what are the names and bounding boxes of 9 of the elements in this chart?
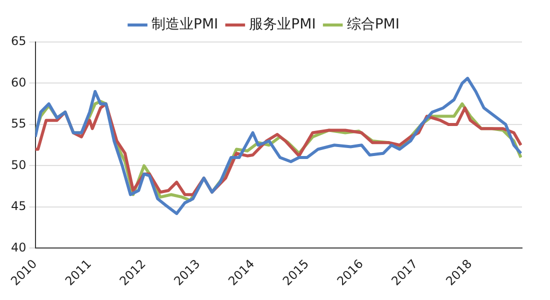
- legend-label: 服务业PMI: [249, 16, 316, 33]
- legend-label: 制造业PMI: [152, 16, 218, 33]
- y-tick-label: 65: [10, 34, 26, 48]
- y-tick-label: 45: [10, 199, 26, 214]
- y-tick-label: 40: [10, 240, 26, 254]
- y-tick-label: 60: [10, 75, 26, 90]
- y-tick-label: 55: [10, 116, 26, 131]
- y-tick-label: 50: [10, 158, 26, 172]
- legend-label: 综合PMI: [346, 16, 400, 33]
